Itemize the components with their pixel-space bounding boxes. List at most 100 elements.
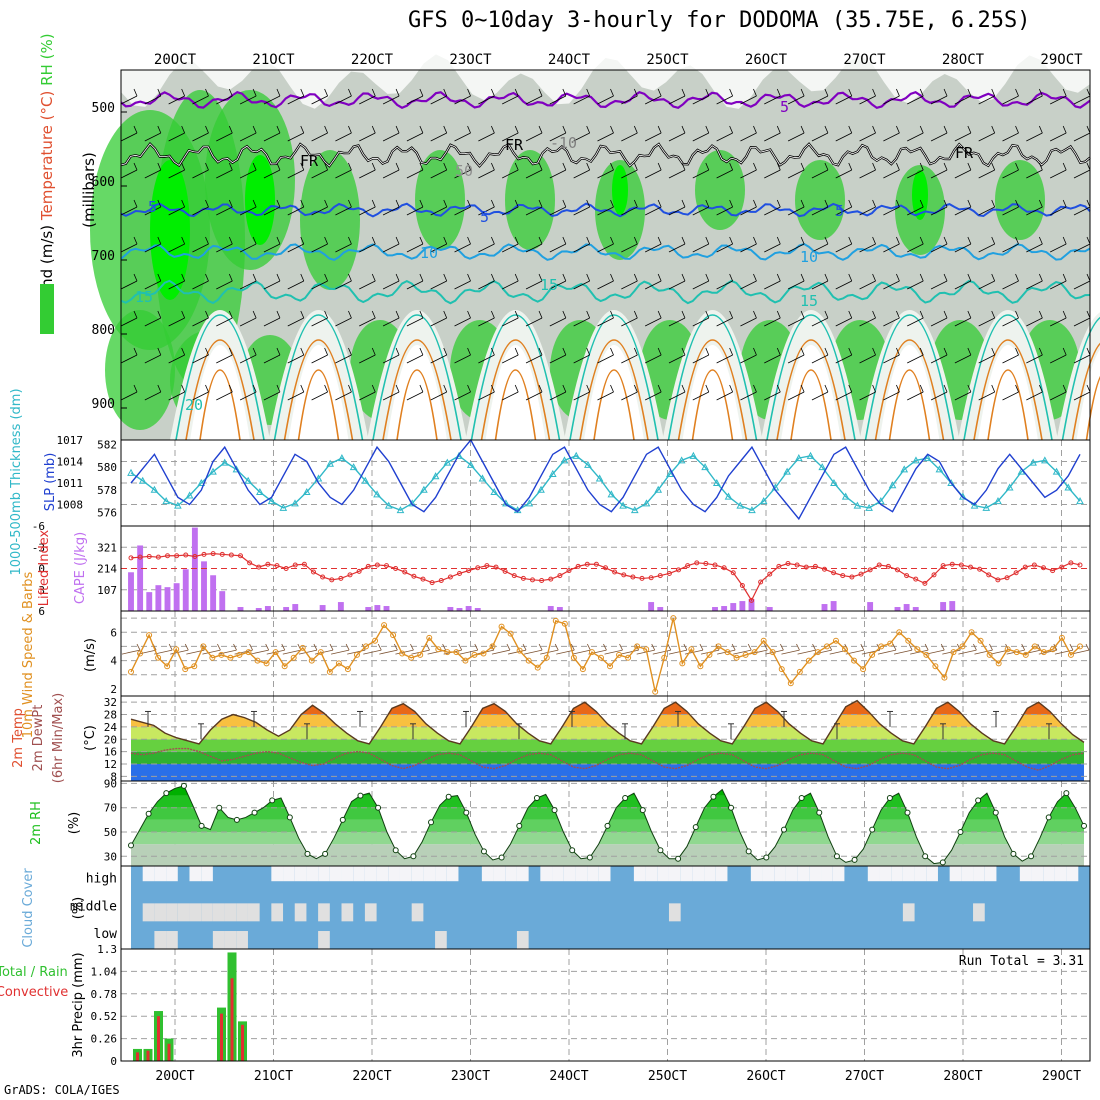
- wind-barb: [1002, 206, 1019, 216]
- x-tick-label-top: 20OCT: [154, 52, 197, 68]
- wind-speed-series: [130, 617, 1081, 692]
- wind-barb: [740, 95, 757, 105]
- wind-barb: [525, 391, 543, 401]
- wind-barb-flag: [896, 199, 900, 208]
- saturated-area: [150, 160, 190, 300]
- wind-barb-flag: [731, 643, 736, 651]
- wind-barb: [692, 132, 709, 142]
- wind-barb: [597, 391, 614, 401]
- thickness-series-point: [947, 478, 955, 486]
- wind-barb-flag: [252, 310, 257, 319]
- lifted-index-point: [621, 572, 627, 578]
- wind-barb-flag: [442, 643, 446, 651]
- wind-barb: [692, 317, 709, 327]
- wind-barb-flag: [848, 310, 853, 319]
- wind-speed-series-point: [155, 654, 162, 661]
- wind-barb: [787, 317, 805, 327]
- clear-sky-cell: [318, 903, 330, 922]
- x-tick-label-top: 24OCT: [548, 52, 591, 68]
- wind-barb-flag: [796, 643, 800, 651]
- wind-barb: [835, 243, 852, 253]
- clear-sky-cell: [166, 931, 178, 949]
- clear-sky-cell: [294, 866, 307, 882]
- wind-barb-flag: [753, 347, 757, 356]
- lifted-index-point: [384, 563, 389, 569]
- wind-barb-flag: [919, 88, 924, 97]
- temperature-band: [131, 751, 1084, 764]
- wind-barb-flag: [181, 273, 186, 282]
- wind-barb: [740, 391, 757, 401]
- left-axis-label: Lifted Index: [37, 529, 52, 606]
- wind-barb-flag: [426, 643, 430, 651]
- cape-bar: [374, 605, 381, 611]
- cape-bar: [912, 607, 919, 611]
- wind-barb: [430, 95, 447, 105]
- dry-plume-core: [387, 345, 447, 440]
- wind-barb: [1026, 354, 1043, 364]
- clear-sky-cell: [598, 866, 611, 882]
- dry-plume-core: [781, 345, 841, 440]
- wind-barb-flag: [800, 125, 805, 134]
- rh-point: [675, 855, 682, 862]
- wind-barb-flag: [348, 88, 352, 97]
- clear-sky-cell: [177, 903, 190, 922]
- wind-barb: [406, 354, 424, 364]
- temperature-contour-5: [120, 202, 1091, 218]
- lifted-index-point: [420, 576, 426, 582]
- wind-speed-series-point: [326, 668, 333, 675]
- wind-barb-flag: [157, 162, 162, 171]
- clear-sky-cell: [142, 866, 155, 882]
- legend-labels: Wind (m/s) Temperature (°C) RH (%): [38, 33, 56, 306]
- right-tick-label: 1014: [57, 456, 84, 469]
- wind-barb: [430, 169, 447, 179]
- wind-barb: [144, 169, 162, 179]
- dry-plume-core: [978, 345, 1038, 440]
- moist-area: [695, 150, 745, 230]
- wind-barb: [978, 95, 995, 105]
- wind-speed-series-point: [860, 666, 867, 673]
- wind-barb-flag: [395, 273, 400, 282]
- wind-barb: [893, 649, 913, 655]
- temperature-contour-25: [677, 339, 748, 441]
- wind-barb-flag: [345, 643, 350, 651]
- wind-barb-flag: [348, 125, 352, 134]
- wind-barb: [1026, 391, 1043, 401]
- rh-point: [586, 854, 593, 861]
- lifted-index-point: [137, 554, 143, 560]
- moist-area: [505, 150, 555, 250]
- clear-sky-cell: [154, 903, 167, 922]
- wind-barb-flag: [1062, 162, 1067, 171]
- wind-barb-flag: [705, 310, 710, 319]
- wind-barb: [239, 280, 257, 290]
- thickness-series-point: [794, 454, 803, 462]
- wind-barb-flag: [586, 347, 591, 356]
- temperature-band: [131, 764, 1084, 781]
- wind-barb: [478, 132, 495, 142]
- thickness-series-point: [302, 488, 311, 496]
- thickness-series-point: [338, 454, 346, 462]
- wind-barb: [335, 132, 352, 142]
- rh-point: [322, 850, 329, 857]
- wind-speed-series-point: [543, 654, 550, 661]
- wind-barb-flag: [776, 199, 781, 208]
- wind-barb: [335, 391, 352, 401]
- clear-sky-cell: [388, 866, 400, 882]
- clear-sky-cell: [1019, 866, 1032, 882]
- lifted-index-point: [438, 578, 444, 584]
- wind-barb: [954, 280, 972, 290]
- thickness-series-point: [736, 501, 745, 509]
- wind-barb: [877, 649, 897, 655]
- wind-barb-flag: [514, 125, 519, 134]
- wind-barb-flag: [371, 384, 376, 393]
- clear-sky-cell: [399, 866, 412, 882]
- wind-barb: [716, 132, 733, 142]
- wind-barb: [978, 169, 995, 179]
- contour-label: 10: [420, 244, 438, 262]
- moist-area: [995, 160, 1045, 240]
- cape-bar: [940, 602, 947, 611]
- wind-barb: [974, 649, 993, 655]
- wind-barb-flag: [991, 236, 996, 245]
- wind-speed-series-point: [950, 649, 957, 656]
- wind-barb: [168, 95, 185, 105]
- temperature-contour-20: [667, 314, 758, 441]
